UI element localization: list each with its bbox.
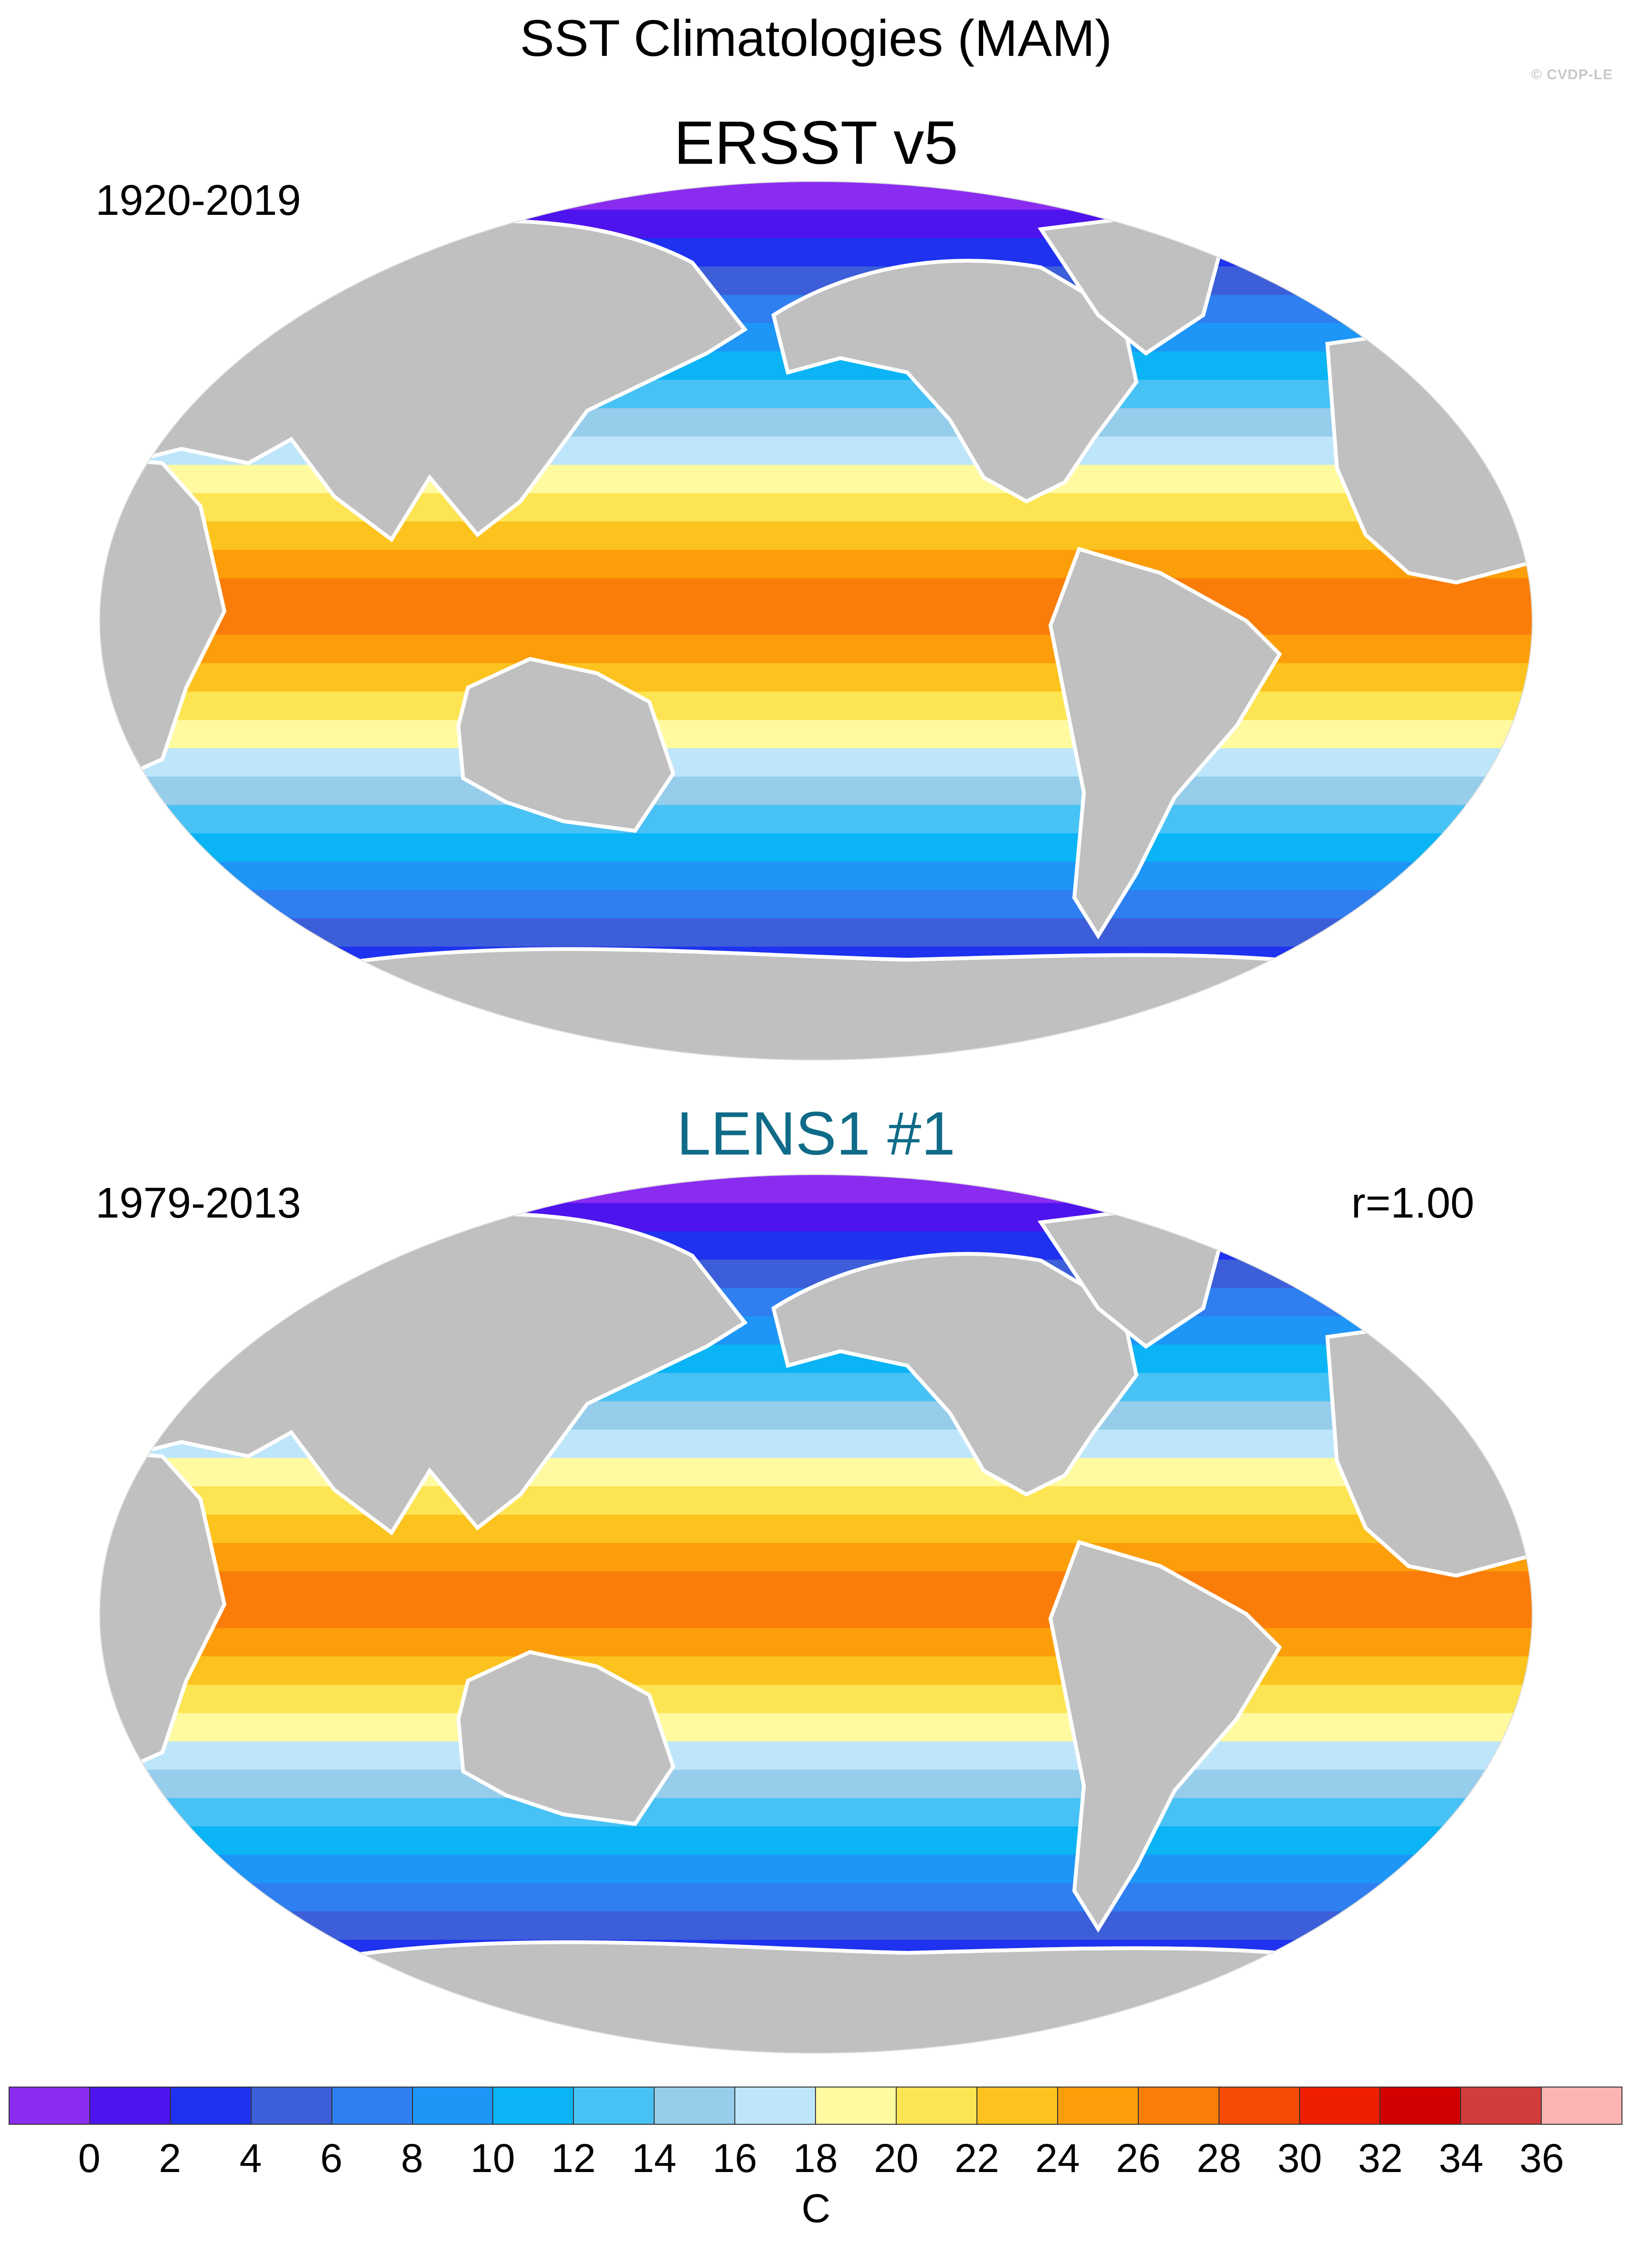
sst-band: [100, 776, 1532, 806]
colorbar-tick-label: 6: [320, 2136, 343, 2181]
colorbar-bin: [1300, 2088, 1381, 2124]
colorbar-unit: C: [801, 2186, 831, 2231]
sst-band: [100, 1883, 1532, 1913]
sst-band: [100, 918, 1532, 948]
sst-band: [100, 493, 1532, 523]
sst-band: [100, 1515, 1532, 1544]
sst-band: [100, 1203, 1532, 1232]
sst-band: [100, 1656, 1532, 1686]
sst-band: [100, 578, 1532, 608]
sst-band: [100, 1770, 1532, 1799]
north-america-continent: [771, 1252, 1139, 1497]
sst-band: [100, 720, 1532, 750]
sst-band: [100, 748, 1532, 778]
sst-band: [100, 691, 1532, 721]
australia-continent: [456, 1650, 676, 1826]
north-america-continent: [771, 259, 1139, 504]
sst-band: [100, 1911, 1532, 1941]
sst-band: [100, 1855, 1532, 1884]
colorbar-bin: [1219, 2088, 1300, 2124]
colorbar-bin: [1058, 2088, 1139, 2124]
sst-band: [100, 805, 1532, 835]
colorbar-bin: [1138, 2088, 1219, 2124]
colorbar-tick-label: 30: [1277, 2136, 1322, 2181]
sst-band: [100, 1486, 1532, 1516]
sst-band: [100, 521, 1532, 551]
sst-band: [100, 238, 1532, 268]
map-outline: [99, 181, 1533, 1060]
sst-band: [100, 1798, 1532, 1828]
colorbar-tick-label: 12: [551, 2136, 596, 2181]
colorbar-tick-label: 2: [159, 2136, 181, 2181]
colorbar-tick-label: 20: [874, 2136, 919, 2181]
sst-band: [100, 1231, 1532, 1261]
colorbar-bin: [1461, 2088, 1542, 2124]
colorbar-bin: [332, 2088, 413, 2124]
map-panel-lens1: [99, 1174, 1533, 2054]
panel1-title: ERSST v5: [674, 109, 958, 177]
colorbar-tick-label: 36: [1519, 2136, 1564, 2181]
sst-band: [100, 1175, 1532, 1204]
colorbar-tick-label: 24: [1035, 2136, 1080, 2181]
colorbar: [9, 2087, 1622, 2125]
sst-band: [100, 550, 1532, 579]
colorbar-ticks: 0 2 4 6 8 10 12 14 16 18 20 22 24 26 28 30 32 34 36: [0, 2134, 1632, 2187]
colorbar-bin: [170, 2088, 252, 2124]
colorbar-bin: [977, 2088, 1058, 2124]
sst-band: [100, 1571, 1532, 1601]
map-outline: [99, 1174, 1533, 2054]
colorbar-tick-label: 10: [470, 2136, 515, 2181]
map-panel-ersst: [99, 181, 1533, 1060]
sst-band: [100, 833, 1532, 863]
colorbar-tick-label: 4: [239, 2136, 262, 2181]
colorbar-bin: [896, 2088, 977, 2124]
sst-band: [100, 635, 1532, 665]
sst-band: [100, 1826, 1532, 1856]
sst-band: [100, 861, 1532, 891]
sst-band: [100, 1628, 1532, 1658]
colorbar-bin: [413, 2088, 494, 2124]
sst-band: [100, 210, 1532, 239]
colorbar-bin: [816, 2088, 897, 2124]
antarctica-continent: [332, 947, 1434, 1060]
sst-band: [100, 1741, 1532, 1771]
colorbar-tick-label: 16: [712, 2136, 757, 2181]
sst-band: [100, 1600, 1532, 1629]
colorbar-tick-label: 8: [401, 2136, 424, 2181]
colorbar-bin: [10, 2088, 90, 2124]
sst-band: [100, 606, 1532, 636]
colorbar-bin: [251, 2088, 332, 2124]
colorbar-bin: [1380, 2088, 1462, 2124]
south-america-continent: [1048, 547, 1282, 940]
antarctica-continent: [332, 1940, 1434, 2053]
colorbar-tick-label: 26: [1116, 2136, 1161, 2181]
colorbar-tick-label: 34: [1439, 2136, 1484, 2181]
sst-band: [100, 181, 1532, 211]
copyright-label: © CVDP-LE: [1531, 67, 1613, 83]
panel2-period: 1979-2013: [95, 1179, 301, 1227]
colorbar-bin: [1542, 2088, 1622, 2124]
sst-band: [100, 890, 1532, 920]
colorbar-tick-label: 22: [954, 2136, 999, 2181]
panel2-title: LENS1 #1: [677, 1100, 955, 1168]
sst-band: [100, 1685, 1532, 1714]
figure-title: SST Climatologies (MAM): [519, 9, 1113, 67]
south-america-continent: [1048, 1540, 1282, 1933]
australia-continent: [456, 657, 676, 833]
colorbar-bin: [493, 2088, 574, 2124]
panel1-period: 1920-2019: [95, 177, 301, 224]
sst-band: [100, 663, 1532, 693]
colorbar-tick-label: 14: [632, 2136, 677, 2181]
sst-band: [100, 1713, 1532, 1743]
colorbar-bin: [90, 2088, 171, 2124]
sst-band: [100, 1543, 1532, 1572]
colorbar-tick-label: 32: [1358, 2136, 1403, 2181]
colorbar-tick-label: 0: [78, 2136, 101, 2181]
colorbar-bin: [574, 2088, 655, 2124]
colorbar-bin: [655, 2088, 736, 2124]
colorbar-tick-label: 18: [793, 2136, 838, 2181]
panel2-correlation: r=1.00: [1351, 1179, 1474, 1227]
colorbar-tick-label: 28: [1197, 2136, 1241, 2181]
colorbar-bin: [735, 2088, 816, 2124]
